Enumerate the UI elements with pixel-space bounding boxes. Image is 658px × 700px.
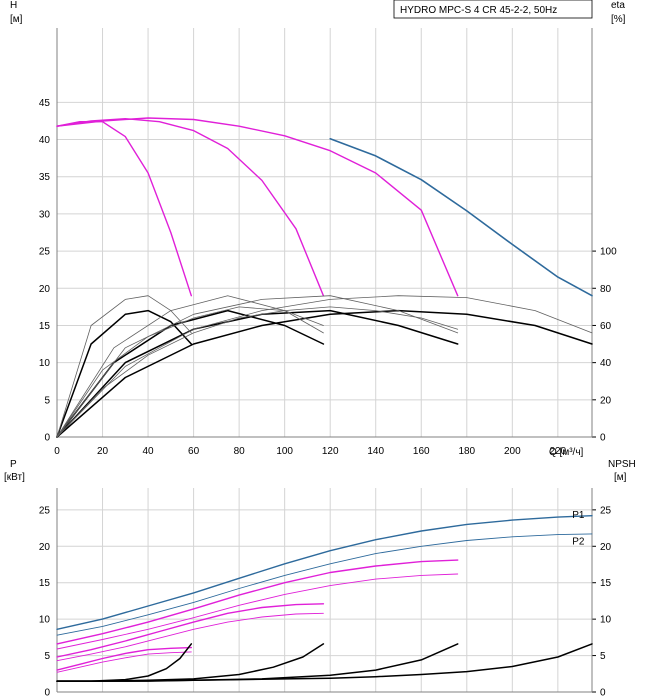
y-tick-label: 15 xyxy=(39,321,51,332)
h-axis-unit: [м] xyxy=(10,14,23,25)
x-tick-label: 0 xyxy=(54,446,60,457)
grid xyxy=(56,488,592,693)
y-tick-label: 5 xyxy=(44,395,50,406)
series-eta-line xyxy=(56,306,459,438)
y-tick-label: 25 xyxy=(39,247,51,258)
x-tick-label: 40 xyxy=(143,446,155,457)
x-tick-label: 120 xyxy=(322,446,339,457)
y2-tick-label: 80 xyxy=(600,284,612,295)
y-tick-label: 10 xyxy=(39,615,51,626)
series-h-line xyxy=(329,138,593,297)
series-p1-line xyxy=(56,515,593,630)
series-label: P2 xyxy=(572,536,585,547)
y2-tick-label: 25 xyxy=(600,505,612,516)
series-p1-line xyxy=(56,559,459,645)
series-h-line xyxy=(56,117,459,297)
series-label: P1 xyxy=(572,510,585,521)
series-p1-line xyxy=(56,603,325,658)
x-tick-label: 80 xyxy=(234,446,246,457)
power-npsh-panel: P [кВт] NPSH [м] 0 5 10 15 20 25 0 5 10 15 20 25 P1 P… xyxy=(4,459,636,699)
series-p2-line xyxy=(56,573,459,650)
y2-tick-label: 20 xyxy=(600,395,612,406)
series-p2-line xyxy=(56,612,324,662)
y2-tick-label: 15 xyxy=(600,578,612,589)
y2-tick-label: 5 xyxy=(600,651,606,662)
y-tick-label: 10 xyxy=(39,358,51,369)
x-tick-label: 100 xyxy=(276,446,293,457)
h-axis-title: H xyxy=(10,0,17,11)
y-tick-label: 0 xyxy=(44,688,50,699)
series-npsh-line xyxy=(56,643,193,682)
y2-tick-label: 0 xyxy=(600,688,606,699)
series-npsh-line xyxy=(56,643,325,682)
series-h-line xyxy=(56,118,325,297)
head-efficiency-panel: H [м] eta [%] HYDRO MPC-S 4 CR 45-2-2, 5… xyxy=(10,0,626,458)
y-tick-label: 35 xyxy=(39,172,51,183)
chart-title: HYDRO MPC-S 4 CR 45-2-2, 50Hz xyxy=(400,5,557,16)
x-tick-label: 200 xyxy=(504,446,521,457)
y2-tick-label: 40 xyxy=(600,358,612,369)
x-tick-label: 20 xyxy=(97,446,109,457)
eta-axis-unit: [%] xyxy=(611,14,626,25)
series-eta-line xyxy=(56,295,593,438)
series-eta-line xyxy=(56,309,593,438)
y-tick-label: 30 xyxy=(39,209,51,220)
y2-tick-label: 60 xyxy=(600,321,612,332)
y-tick-label: 15 xyxy=(39,578,51,589)
x-tick-label: 140 xyxy=(367,446,384,457)
y-tick-label: 20 xyxy=(39,284,51,295)
chart-title-box: HYDRO MPC-S 4 CR 45-2-2, 50Hz xyxy=(393,0,593,19)
y2-tick-label: 100 xyxy=(600,247,617,258)
series-eta-line xyxy=(56,295,324,438)
y-tick-label: 40 xyxy=(39,135,51,146)
y-tick-label: 45 xyxy=(39,98,51,109)
series-eta-line xyxy=(56,295,192,438)
p-axis-unit: [кВт] xyxy=(4,472,25,483)
series-p1-line xyxy=(56,646,192,671)
x-tick-label: 220 xyxy=(550,446,567,457)
npsh-axis-title: NPSH xyxy=(608,459,636,470)
x-tick-label: 60 xyxy=(188,446,200,457)
y-tick-label: 25 xyxy=(39,505,51,516)
series-p2-line xyxy=(56,533,593,636)
p-axis-title: P xyxy=(10,459,17,470)
series-eta-line xyxy=(56,309,459,438)
y-tick-label: 20 xyxy=(39,542,51,553)
q-axis-title: Q [м³/ч] xyxy=(549,447,584,458)
series-eta-line xyxy=(56,309,193,438)
grid xyxy=(56,28,592,438)
series-eta-line xyxy=(56,306,324,438)
y-tick-label: 0 xyxy=(44,433,50,444)
series-p2-line xyxy=(56,651,192,673)
y2-tick-label: 20 xyxy=(600,542,612,553)
eta-axis-title: eta xyxy=(611,0,625,11)
series-eta-line xyxy=(56,295,459,438)
npsh-axis-unit: [м] xyxy=(614,472,627,483)
x-tick-label: 180 xyxy=(458,446,475,457)
x-tick-label: 160 xyxy=(413,446,430,457)
series-h-line xyxy=(56,121,192,297)
y2-tick-label: 0 xyxy=(600,433,606,444)
y2-tick-label: 10 xyxy=(600,615,612,626)
y-tick-label: 5 xyxy=(44,651,50,662)
